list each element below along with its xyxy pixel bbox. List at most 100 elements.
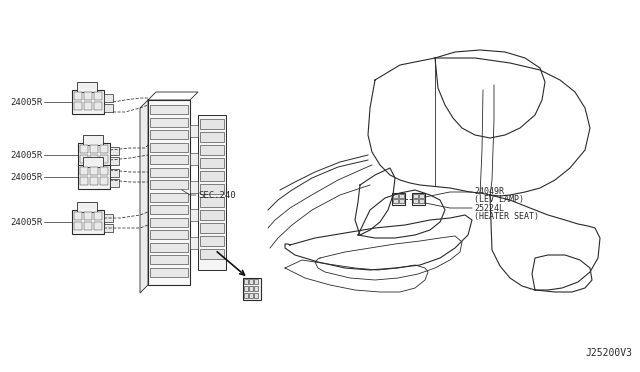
Bar — [90, 177, 98, 185]
Bar — [77, 202, 97, 212]
Bar — [94, 92, 102, 100]
Text: 25224L: 25224L — [474, 203, 504, 212]
Bar — [190, 237, 198, 249]
Bar — [190, 125, 198, 137]
Bar — [200, 210, 224, 220]
Bar — [200, 236, 224, 246]
Text: J25200V3: J25200V3 — [585, 348, 632, 358]
Bar — [104, 214, 113, 222]
Bar — [150, 105, 188, 114]
Bar — [72, 210, 104, 234]
Bar — [393, 194, 398, 198]
Bar — [90, 167, 98, 175]
Bar — [78, 143, 110, 167]
Bar — [100, 167, 108, 175]
Bar — [84, 222, 92, 230]
Bar — [80, 177, 88, 185]
Bar — [413, 194, 418, 198]
Bar — [110, 179, 119, 187]
Bar — [243, 278, 261, 300]
Bar — [200, 197, 224, 207]
Bar — [150, 218, 188, 227]
Bar — [72, 90, 104, 114]
Bar — [200, 249, 224, 259]
Bar — [244, 286, 248, 291]
Bar — [150, 267, 188, 276]
Bar — [74, 212, 82, 220]
Text: SEC.240: SEC.240 — [198, 190, 236, 199]
Bar — [244, 293, 248, 298]
Text: 24005R: 24005R — [10, 151, 42, 160]
Bar — [419, 194, 424, 198]
Bar — [249, 293, 253, 298]
Bar — [200, 223, 224, 233]
Bar — [94, 222, 102, 230]
Bar — [110, 147, 119, 155]
Bar — [104, 104, 113, 112]
Text: (HEATER SEAT): (HEATER SEAT) — [474, 212, 539, 221]
Bar — [150, 230, 188, 239]
Bar — [100, 145, 108, 153]
Bar — [77, 82, 97, 92]
Bar — [83, 135, 103, 145]
Text: 24049R: 24049R — [474, 186, 504, 196]
Bar — [392, 193, 405, 205]
Bar — [254, 286, 258, 291]
Bar — [150, 167, 188, 176]
Bar — [110, 169, 119, 177]
Bar — [78, 165, 110, 189]
Bar — [150, 155, 188, 164]
Bar — [200, 145, 224, 155]
Bar — [244, 279, 248, 284]
Bar — [74, 102, 82, 110]
Bar — [190, 181, 198, 193]
Bar — [104, 224, 113, 232]
Bar — [80, 167, 88, 175]
Bar — [419, 199, 424, 203]
Bar — [399, 194, 404, 198]
Bar — [200, 171, 224, 181]
Bar — [83, 157, 103, 167]
Bar — [94, 212, 102, 220]
Bar — [190, 209, 198, 221]
Text: 24005R: 24005R — [10, 218, 42, 227]
Bar — [90, 145, 98, 153]
Bar — [399, 199, 404, 203]
Bar — [254, 279, 258, 284]
Bar — [249, 279, 253, 284]
Bar — [84, 92, 92, 100]
Bar — [200, 119, 224, 129]
Bar — [413, 199, 418, 203]
Bar — [190, 153, 198, 165]
Bar — [100, 177, 108, 185]
Bar — [80, 145, 88, 153]
Bar — [110, 157, 119, 165]
Bar — [74, 222, 82, 230]
Bar — [200, 158, 224, 168]
Bar — [200, 132, 224, 142]
Polygon shape — [140, 100, 148, 293]
Bar — [393, 199, 398, 203]
Text: 24005R: 24005R — [10, 173, 42, 182]
Bar — [150, 130, 188, 139]
Bar — [84, 102, 92, 110]
Bar — [150, 205, 188, 214]
Bar — [150, 243, 188, 251]
Text: (LEV LAMP): (LEV LAMP) — [474, 195, 524, 203]
Bar — [90, 155, 98, 163]
Bar — [80, 155, 88, 163]
Bar — [150, 255, 188, 264]
Bar — [84, 212, 92, 220]
Text: 24005R: 24005R — [10, 97, 42, 106]
Bar — [249, 286, 253, 291]
Bar — [150, 192, 188, 202]
Bar — [94, 102, 102, 110]
Bar — [200, 184, 224, 194]
Bar — [150, 142, 188, 151]
Bar — [198, 115, 226, 270]
Bar — [148, 100, 190, 285]
Bar — [254, 293, 258, 298]
Bar — [100, 155, 108, 163]
Bar — [104, 94, 113, 102]
Bar — [150, 180, 188, 189]
